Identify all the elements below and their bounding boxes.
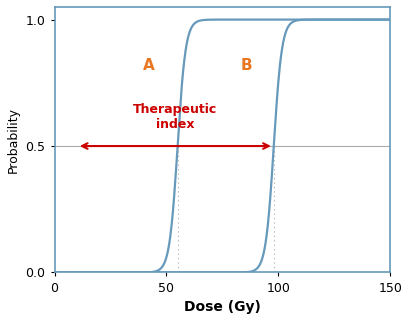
Text: Therapeutic
index: Therapeutic index xyxy=(133,103,218,131)
Y-axis label: Probability: Probability xyxy=(7,107,20,173)
Text: A: A xyxy=(143,58,154,73)
X-axis label: Dose (Gy): Dose (Gy) xyxy=(184,300,261,314)
Text: B: B xyxy=(241,58,253,73)
